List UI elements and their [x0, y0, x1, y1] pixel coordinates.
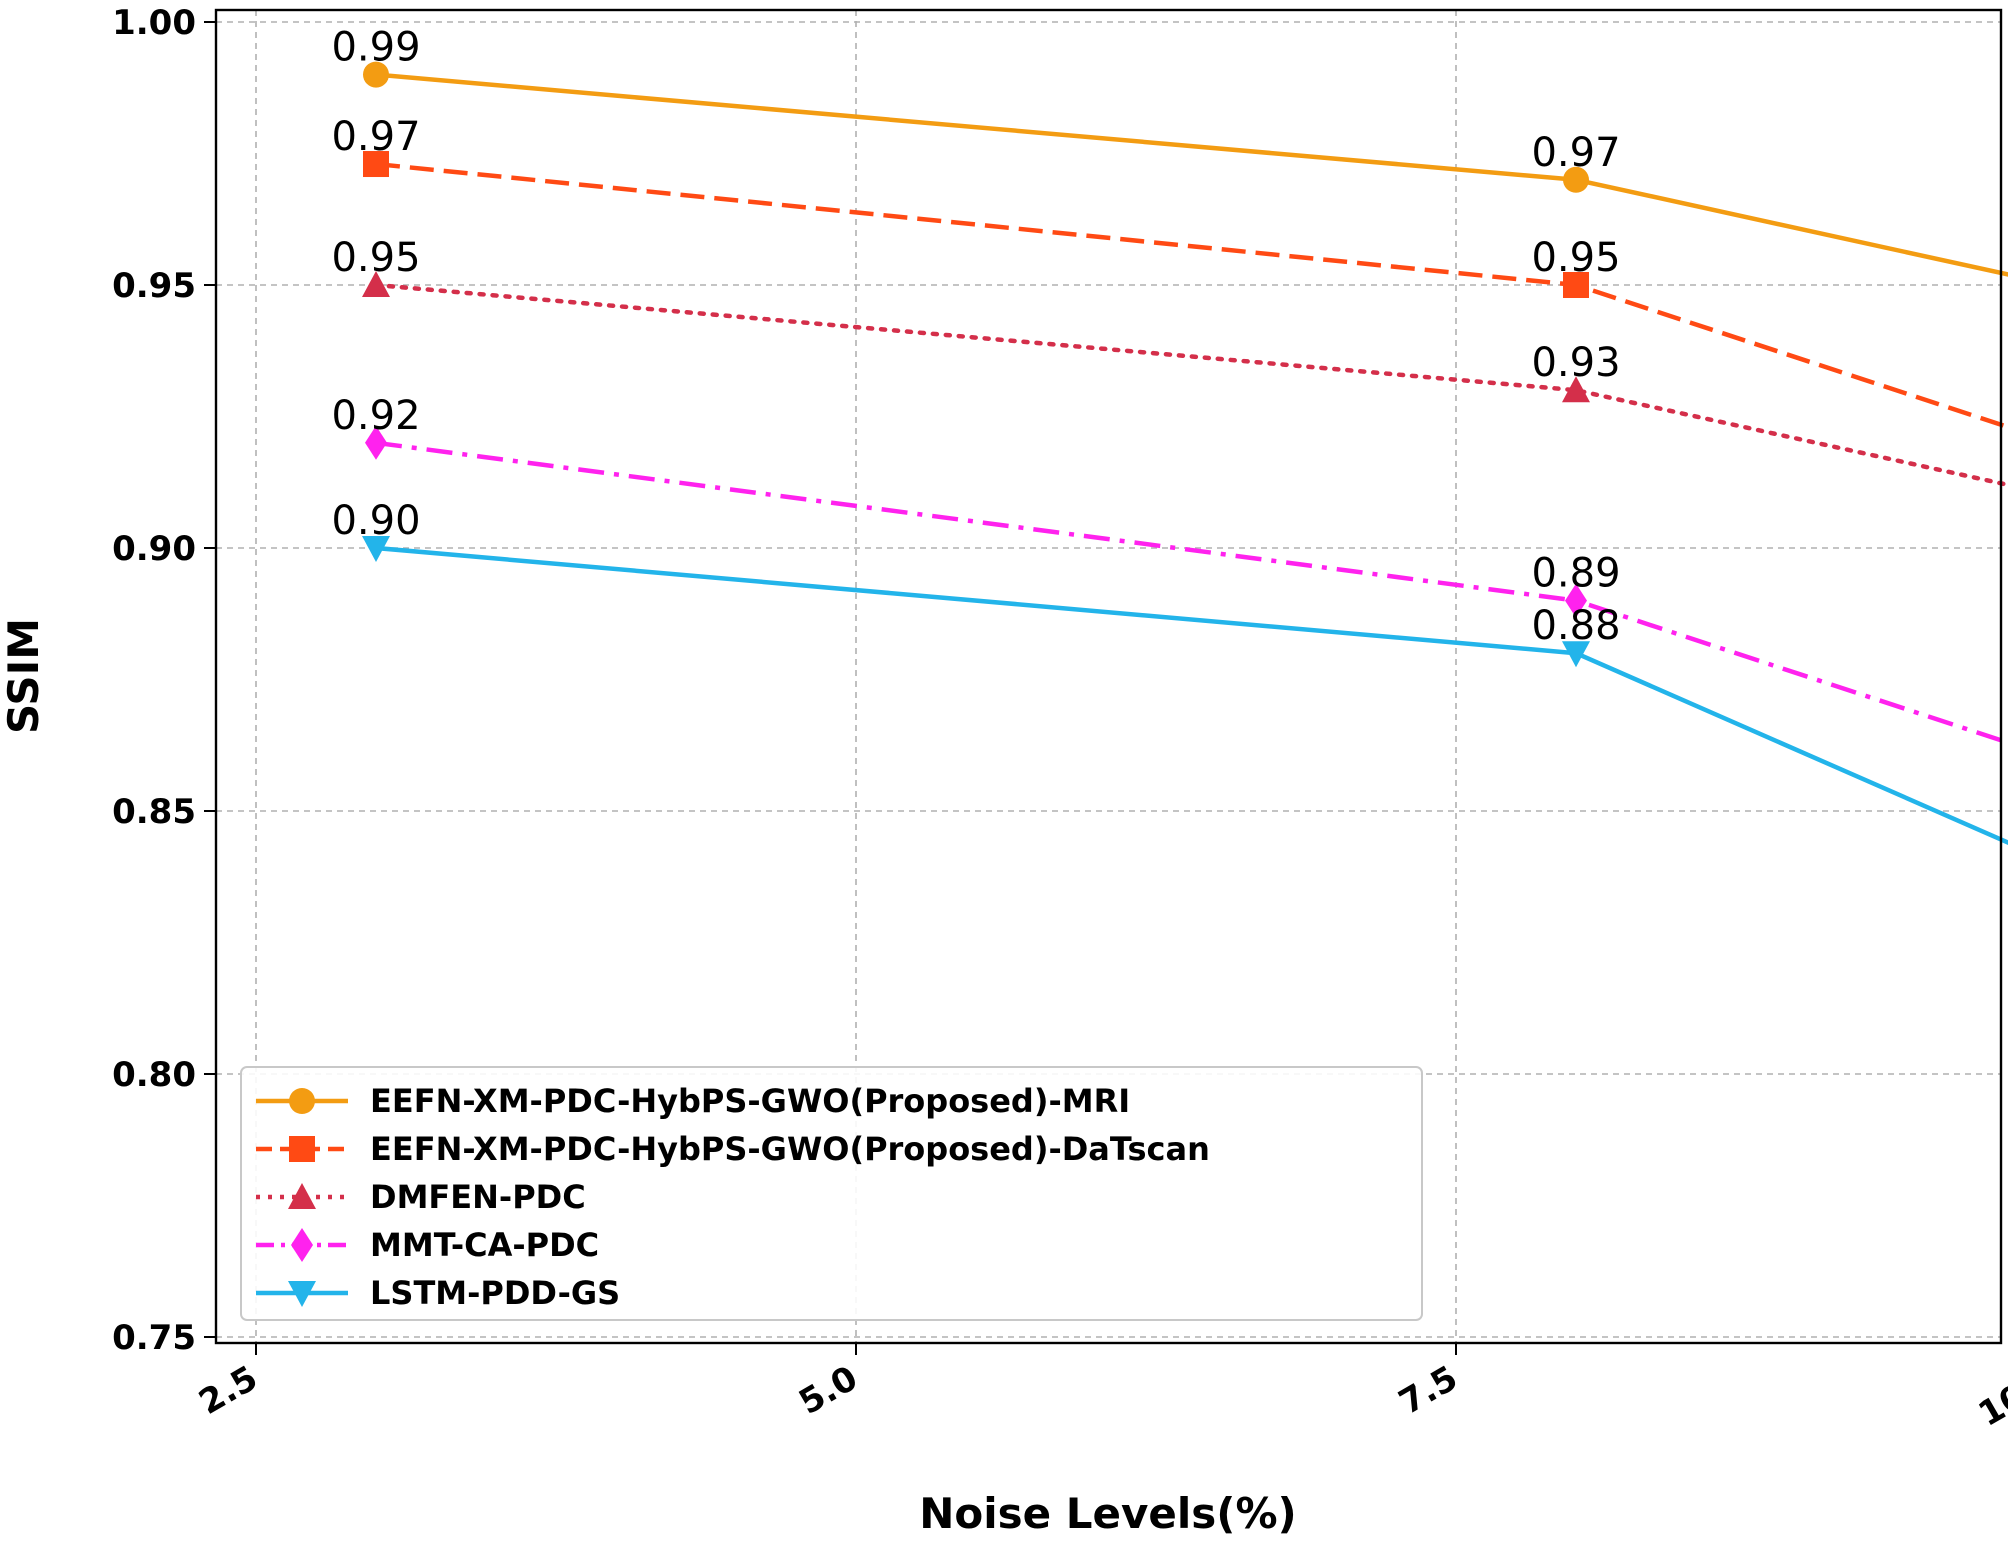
data-point	[363, 61, 389, 88]
data-point	[1563, 166, 1589, 193]
legend-label: EEFN-XM-PDC-HybPS-GWO(Proposed)-MRI	[370, 1082, 1130, 1120]
legend-label: EEFN-XM-PDC-HybPS-GWO(Proposed)-DaTscan	[370, 1130, 1210, 1168]
legend-marker	[288, 1183, 316, 1209]
y-tick-label: 0.80	[112, 1055, 196, 1095]
data-label: 0.99	[331, 25, 420, 71]
data-label: 0.92	[331, 393, 420, 439]
x-axis-title: Noise Levels(%)	[919, 1489, 1297, 1538]
y-tick-label: 0.95	[112, 266, 196, 306]
data-point	[1562, 376, 1590, 403]
series-4	[365, 425, 2008, 745]
legend-marker	[288, 1281, 316, 1307]
data-label: 0.95	[331, 235, 420, 281]
y-tick-label: 0.75	[112, 1318, 196, 1358]
legend-entry: DMFEN-PDC	[256, 1178, 586, 1216]
data-point	[363, 151, 389, 178]
data-labels: 0.990.970.950.940.920.910.900.970.950.92…	[331, 25, 1620, 650]
y-tick-label: 1.00	[112, 3, 196, 43]
data-label: 0.97	[331, 114, 420, 160]
legend-label: LSTM-PDD-GS	[370, 1274, 620, 1312]
legend-entry: MMT-CA-PDC	[256, 1226, 599, 1264]
legend-label: DMFEN-PDC	[370, 1178, 586, 1216]
legend-marker	[291, 1228, 313, 1262]
legend: EEFN-XM-PDC-HybPS-GWO(Proposed)-MRI EEFN-…	[240, 1066, 1423, 1321]
series-3	[362, 271, 2008, 488]
data-point	[362, 536, 390, 562]
data-label: 0.93	[1531, 340, 1620, 386]
legend-entry: LSTM-PDD-GS	[256, 1274, 620, 1312]
series-layer	[362, 61, 2008, 846]
y-tick-label: 0.90	[112, 529, 196, 569]
plot-frame	[214, 8, 2003, 1345]
y-tick-label: 0.85	[112, 792, 196, 832]
legend-entry: EEFN-XM-PDC-HybPS-GWO(Proposed)-MRI	[256, 1082, 1130, 1120]
y-axis-title: SSIM	[0, 618, 48, 734]
legend-marker	[289, 1088, 315, 1114]
data-point	[362, 271, 390, 297]
data-label: 0.90	[331, 498, 420, 544]
data-label: 0.97	[1531, 130, 1620, 176]
series-5	[362, 536, 2008, 846]
series-1	[363, 61, 2008, 277]
legend-entry: EEFN-XM-PDC-HybPS-GWO(Proposed)-DaTscan	[256, 1130, 1210, 1168]
data-point	[1562, 641, 1590, 668]
legend-label: MMT-CA-PDC	[370, 1226, 599, 1264]
data-point	[365, 425, 387, 460]
data-point	[1563, 272, 1589, 298]
data-label: 0.89	[1531, 551, 1620, 597]
data-label: 0.88	[1531, 603, 1620, 649]
legend-frame	[240, 1066, 1423, 1321]
legend-marker	[289, 1136, 315, 1162]
series-2	[363, 151, 2008, 430]
data-label: 0.95	[1531, 235, 1620, 281]
data-point	[1565, 583, 1587, 618]
